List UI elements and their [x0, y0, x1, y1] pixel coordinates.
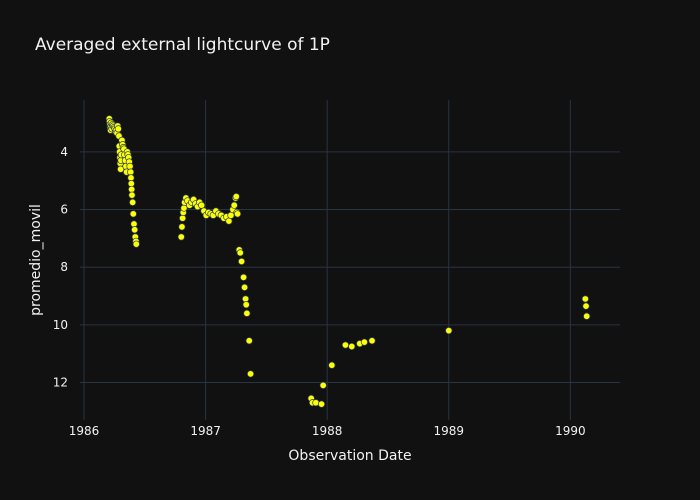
data-point — [117, 165, 125, 173]
data-point — [242, 295, 250, 303]
data-point — [128, 191, 136, 199]
chart-title: Averaged external lightcurve of 1P — [35, 35, 330, 55]
data-point — [132, 240, 140, 248]
data-point — [243, 309, 251, 317]
data-point — [177, 233, 185, 241]
y-tick-label: 8 — [60, 260, 68, 274]
data-point — [232, 193, 240, 201]
y-axis-ticks: 4 6 8 10 12 — [53, 145, 68, 390]
data-point — [583, 312, 591, 320]
data-point — [129, 198, 137, 206]
data-point — [348, 342, 356, 351]
data-point — [245, 337, 253, 345]
data-point — [114, 125, 122, 133]
data-point — [317, 400, 326, 408]
data-point — [368, 337, 376, 345]
data-point — [178, 223, 186, 231]
x-tick-label: 1988 — [312, 424, 343, 438]
data-point — [341, 341, 350, 349]
y-tick-label: 10 — [53, 318, 68, 332]
data-point — [247, 370, 255, 378]
data-point — [582, 302, 590, 310]
y-tick-label: 4 — [60, 145, 68, 159]
y-axis-title: promedio_movil — [28, 204, 44, 316]
data-point — [242, 301, 250, 309]
gridlines — [80, 100, 620, 420]
data-point — [129, 210, 137, 218]
data-point — [236, 249, 244, 257]
data-point — [126, 162, 134, 170]
data-point — [445, 327, 453, 335]
data-point — [130, 220, 138, 228]
x-axis-title: Observation Date — [288, 448, 411, 464]
x-tick-label: 1987 — [190, 424, 221, 438]
data-point — [360, 338, 368, 346]
data-point — [238, 257, 246, 265]
y-tick-label: 6 — [60, 203, 68, 217]
data-point — [230, 201, 238, 209]
data-point — [241, 283, 249, 291]
x-axis-ticks: 1986 1987 1988 1989 1990 — [69, 424, 586, 438]
data-points — [105, 115, 591, 408]
data-point — [581, 295, 589, 303]
x-tick-label: 1990 — [555, 424, 586, 438]
data-point — [328, 361, 336, 369]
data-point — [319, 381, 327, 389]
data-point — [240, 273, 248, 281]
x-tick-label: 1989 — [433, 424, 464, 438]
data-point — [131, 226, 139, 234]
y-tick-label: 12 — [53, 376, 68, 390]
data-point — [179, 214, 187, 222]
data-point — [234, 210, 242, 218]
x-tick-label: 1986 — [69, 424, 100, 438]
